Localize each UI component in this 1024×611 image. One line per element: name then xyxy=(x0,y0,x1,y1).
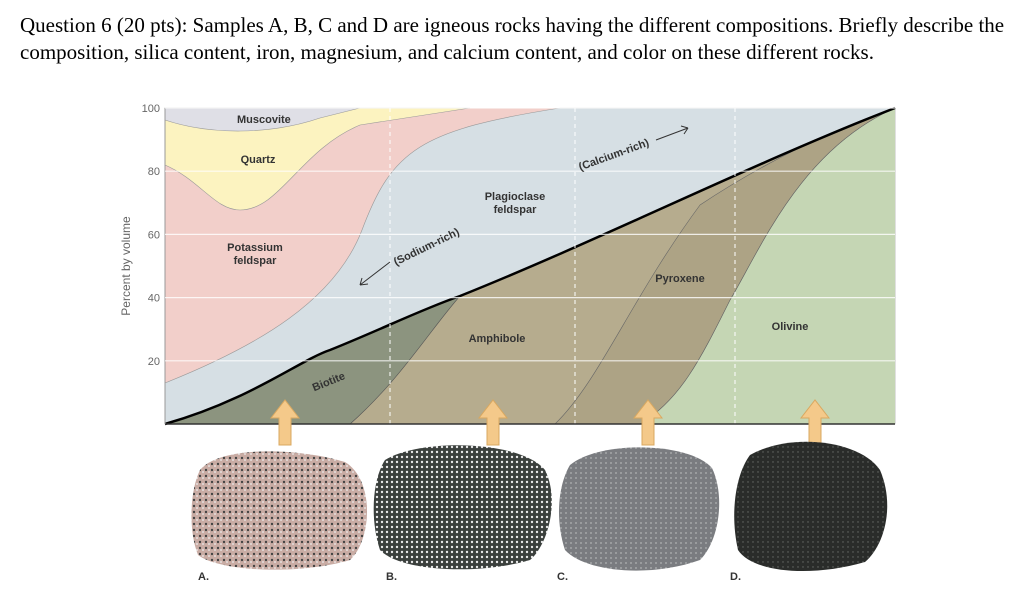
arrow xyxy=(359,261,391,286)
region-label: feldspar xyxy=(494,204,538,216)
olivine-area xyxy=(640,108,895,424)
region-label: Amphibole xyxy=(469,333,526,345)
up-arrow xyxy=(477,399,509,446)
muscovite-area xyxy=(164,107,361,132)
region-label: Pyroxene xyxy=(655,273,705,285)
y-tick-label: 20 xyxy=(148,356,160,368)
sample-label: D. xyxy=(730,571,741,583)
arrow xyxy=(655,125,689,141)
rock-sample xyxy=(558,447,720,571)
region-label: Olivine xyxy=(772,321,809,333)
y-tick-label: 40 xyxy=(148,293,160,305)
region-label: feldspar xyxy=(234,255,278,267)
sample-label: A. xyxy=(198,571,209,583)
region-label: Muscovite xyxy=(237,114,291,126)
region-label: Potassium xyxy=(227,242,283,254)
y-tick-label: 60 xyxy=(148,229,160,241)
y-axis-label: Percent by volume xyxy=(119,216,133,316)
rock-sample xyxy=(734,441,888,572)
quartz-area xyxy=(164,107,471,211)
y-tick-label: 80 xyxy=(148,166,160,178)
sample-label: B. xyxy=(386,571,397,583)
up-arrow xyxy=(269,399,301,446)
boundary-line xyxy=(164,106,896,426)
region-label: Plagioclase xyxy=(485,191,546,203)
rock-sample xyxy=(373,445,552,570)
up-arrow xyxy=(632,399,664,446)
y-tick-label: 100 xyxy=(142,103,160,115)
question-text: Question 6 (20 pts): Samples A, B, C and… xyxy=(20,13,1005,64)
up-arrow xyxy=(799,399,831,446)
sample-label: C. xyxy=(557,571,568,583)
rock-sample xyxy=(191,451,368,570)
region-label: Quartz xyxy=(241,154,276,166)
